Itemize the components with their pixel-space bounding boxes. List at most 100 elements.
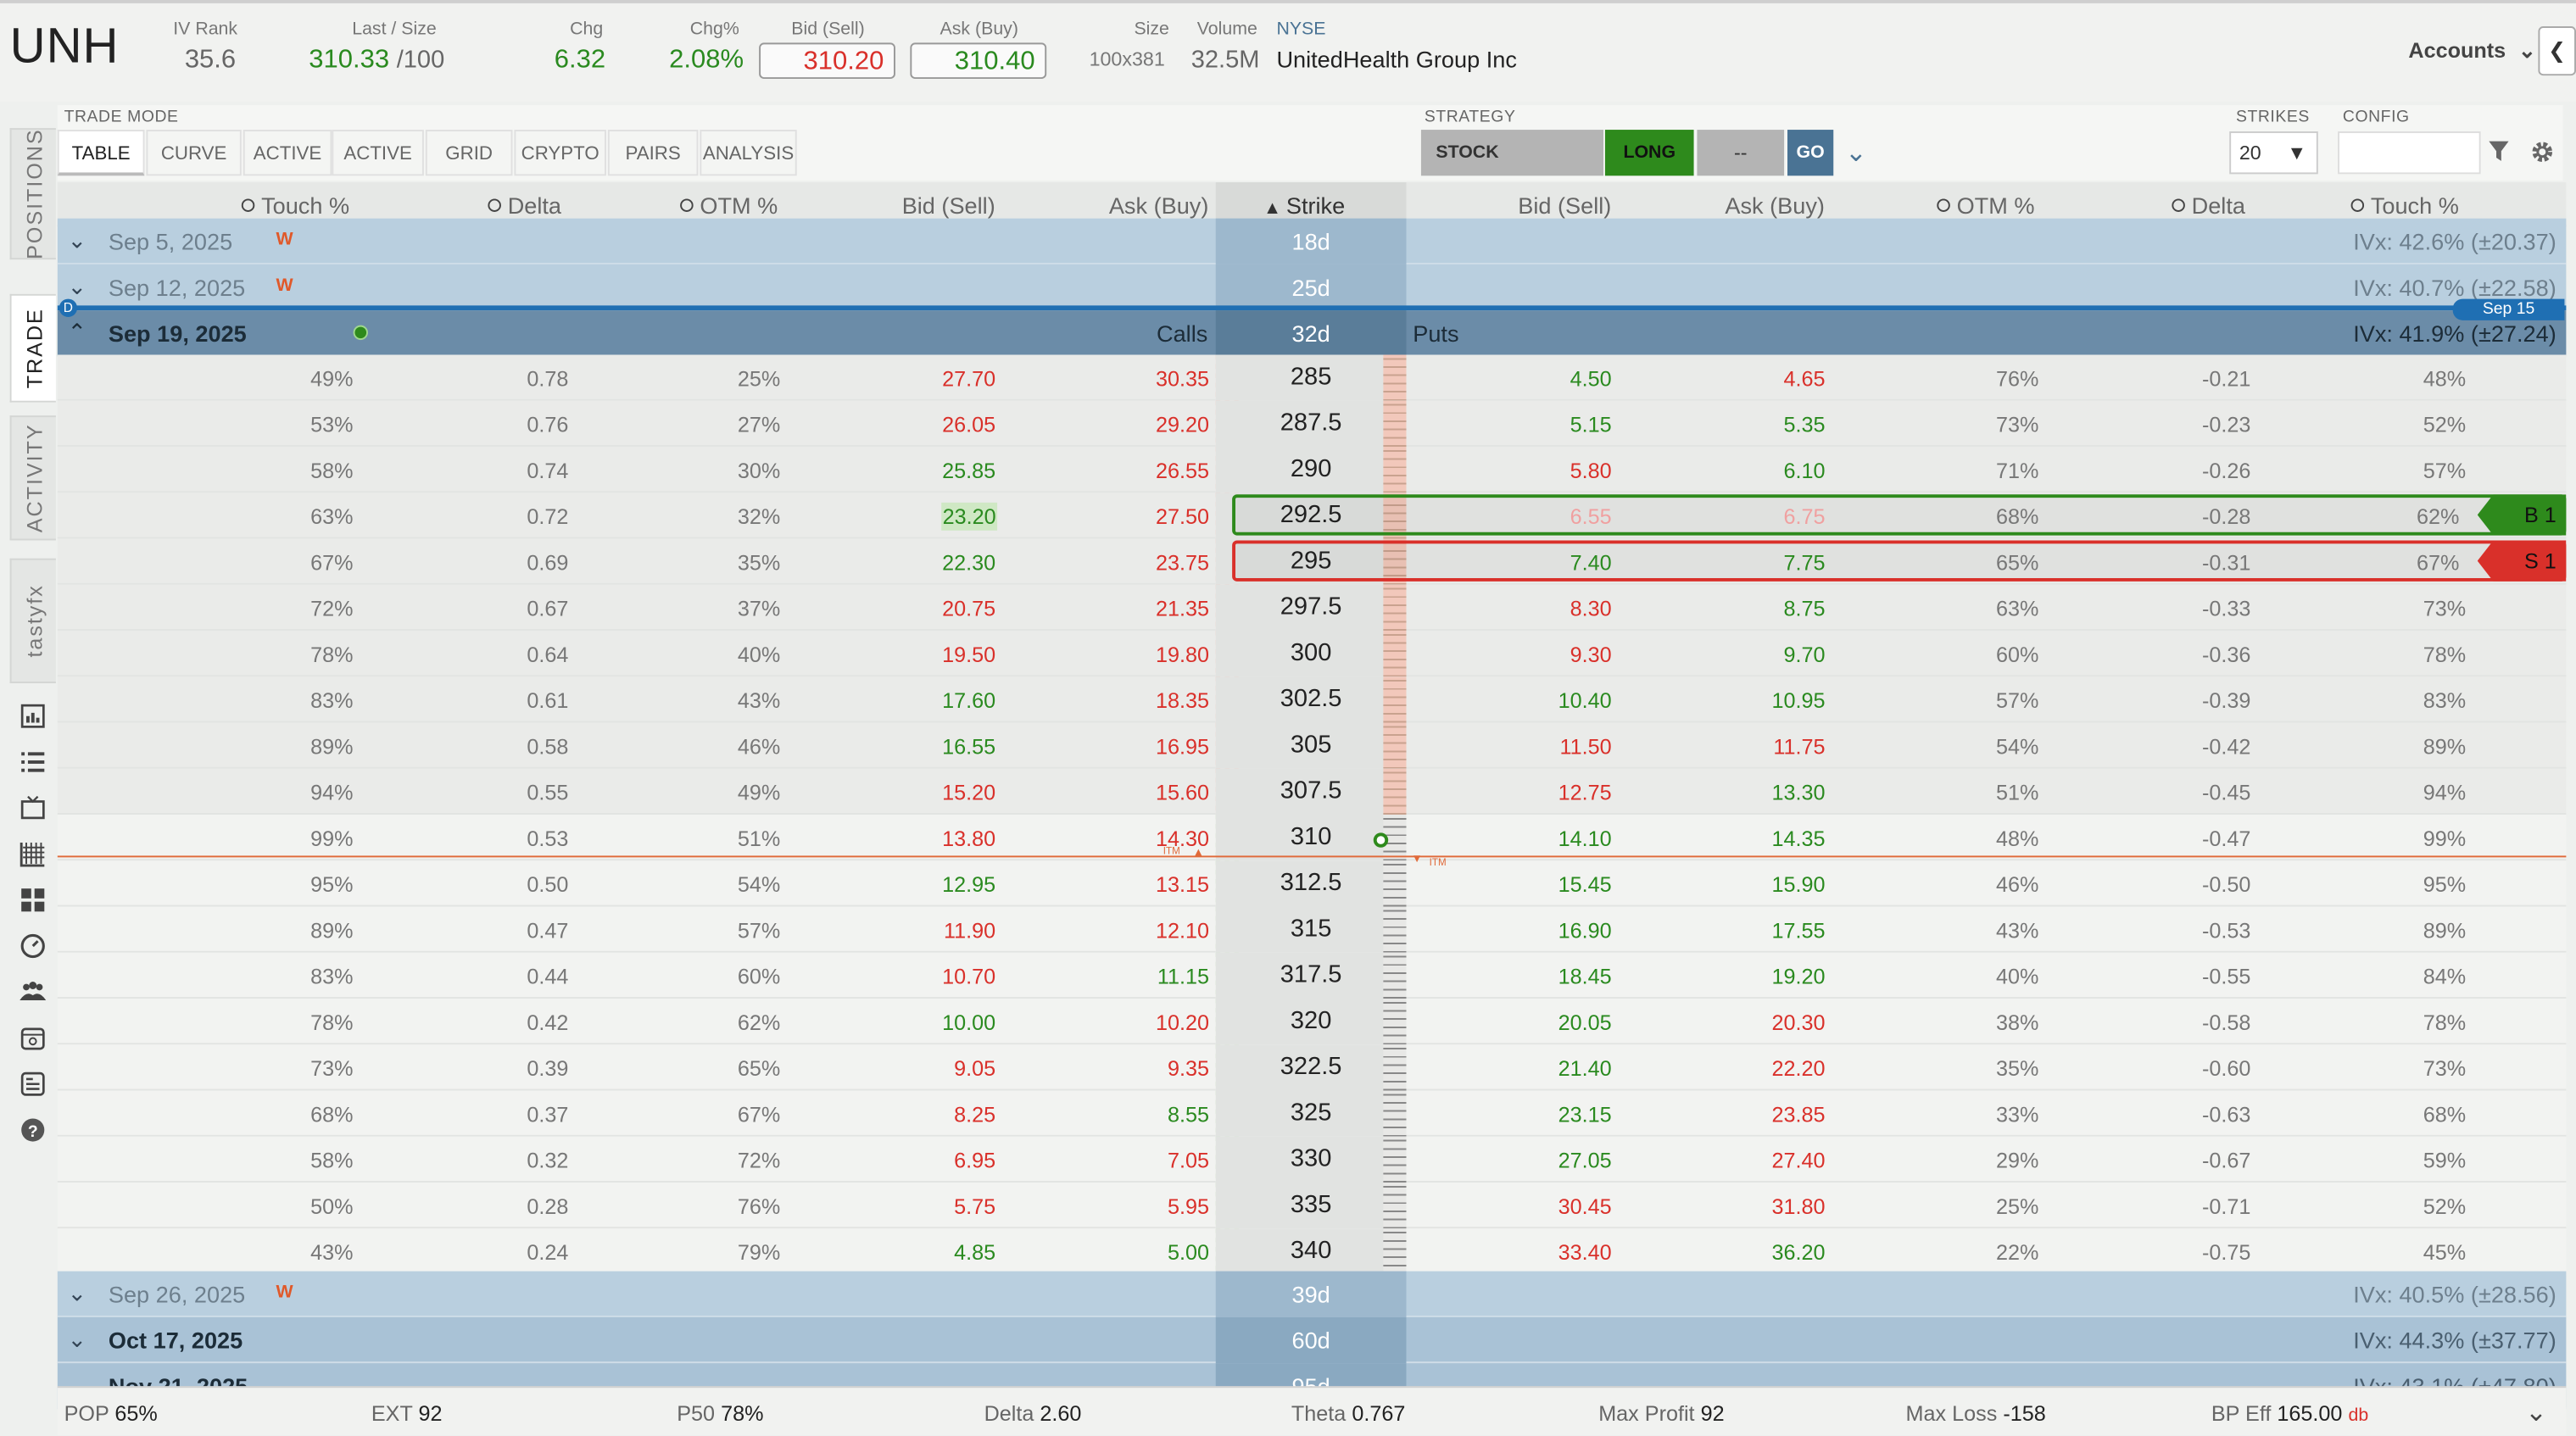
strike-cell[interactable]: 322.5 — [1215, 1044, 1407, 1091]
strategy-variant-select[interactable]: -- — [1697, 130, 1785, 176]
tab-analysis[interactable]: ANALYSIS — [700, 130, 797, 176]
put-ask[interactable]: 9.70 — [1783, 642, 1826, 667]
put-ask[interactable]: 19.20 — [1771, 964, 1826, 989]
strategy-long-toggle[interactable]: LONG — [1604, 130, 1694, 176]
chain-row[interactable]: 302.5 83% 0.61 43% 17.60 18.35 10.40 10.95 57% -0… — [57, 676, 2567, 723]
col-put-ask[interactable]: Ask (Buy) — [1725, 192, 1825, 219]
put-ask[interactable]: 27.40 — [1771, 1148, 1826, 1173]
call-ask[interactable]: 13.15 — [1155, 871, 1209, 897]
list-icon[interactable] — [20, 749, 46, 776]
col-call-delta[interactable]: Delta — [488, 192, 561, 219]
put-ask[interactable]: 11.75 — [1773, 734, 1826, 760]
call-ask[interactable]: 26.55 — [1155, 458, 1209, 483]
tab-crypto[interactable]: CRYPTO — [514, 130, 606, 176]
put-bid[interactable]: 7.40 — [1570, 550, 1612, 576]
call-bid[interactable]: 6.95 — [954, 1148, 996, 1173]
put-bid[interactable]: 27.05 — [1558, 1148, 1612, 1173]
put-bid[interactable]: 18.45 — [1558, 964, 1612, 989]
put-ask[interactable]: 13.30 — [1771, 780, 1826, 805]
call-ask[interactable]: 29.20 — [1155, 412, 1209, 437]
strike-cell[interactable]: 295 — [1215, 538, 1407, 585]
call-bid[interactable]: 26.05 — [942, 412, 996, 437]
chain-row[interactable]: 330 58% 0.32 72% 6.95 7.05 27.05 27.40 29% -0.67 5… — [57, 1136, 2567, 1183]
strike-cell[interactable]: 330 — [1215, 1136, 1407, 1183]
symbol[interactable]: UNH — [9, 19, 120, 75]
chain-row[interactable]: 290 58% 0.74 30% 25.85 26.55 5.80 6.10 71% -0.26 5… — [57, 447, 2567, 493]
call-ask[interactable]: 19.80 — [1155, 642, 1209, 667]
strike-cell[interactable]: 325 — [1215, 1090, 1407, 1137]
put-ask[interactable]: 20.30 — [1771, 1010, 1826, 1035]
call-bid[interactable]: 11.90 — [943, 918, 996, 943]
col-strike[interactable]: ▲ Strike — [1263, 192, 1345, 219]
bid-sell-button[interactable]: 310.20 — [759, 42, 895, 79]
put-bid[interactable]: 30.45 — [1558, 1194, 1612, 1219]
call-ask[interactable]: 11.15 — [1157, 964, 1209, 989]
call-bid[interactable]: 5.75 — [954, 1194, 996, 1219]
call-bid[interactable]: 25.85 — [942, 458, 996, 483]
put-ask[interactable]: 5.35 — [1783, 412, 1826, 437]
strike-cell[interactable]: 287.5 — [1215, 400, 1407, 447]
chain-row[interactable]: 297.5 72% 0.67 37% 20.75 21.35 8.30 8.75 63% -0.3… — [57, 584, 2567, 631]
chain-row[interactable]: 340 43% 0.24 79% 4.85 5.00 33.40 36.20 22% -0.75 4… — [57, 1228, 2567, 1275]
call-bid[interactable]: 22.30 — [942, 550, 996, 576]
collapse-panel-button[interactable]: ❮ — [2538, 26, 2576, 76]
put-bid[interactable]: 15.45 — [1558, 871, 1612, 897]
col-call-otm[interactable]: OTM % — [680, 192, 778, 219]
accounts-menu[interactable]: Accounts ⌄ — [2408, 38, 2536, 64]
put-bid[interactable]: 11.50 — [1559, 734, 1612, 760]
call-ask[interactable]: 27.50 — [1155, 504, 1209, 529]
put-ask[interactable]: 22.20 — [1771, 1055, 1826, 1081]
chain-row[interactable]: 287.5 53% 0.76 27% 26.05 29.20 5.15 5.35 73% -0.2… — [57, 400, 2567, 447]
chain-row[interactable]: 307.5 94% 0.55 49% 15.20 15.60 12.75 13.30 51% -0… — [57, 768, 2567, 815]
ask-buy-button[interactable]: 310.40 — [910, 42, 1047, 79]
call-ask[interactable]: 23.75 — [1155, 550, 1209, 576]
tab-curve[interactable]: CURVE — [146, 130, 242, 176]
strike-cell[interactable]: 290 — [1215, 447, 1407, 493]
strike-cell[interactable]: 317.5 — [1215, 952, 1407, 999]
chain-row[interactable]: 300 78% 0.64 40% 19.50 19.80 9.30 9.70 60% -0.36 7… — [57, 631, 2567, 677]
strike-cell[interactable]: 292.5 — [1215, 493, 1407, 539]
col-put-touch[interactable]: Touch % — [2350, 192, 2459, 219]
put-bid[interactable]: 21.40 — [1558, 1055, 1612, 1081]
put-bid[interactable]: 5.15 — [1570, 412, 1612, 437]
strikes-select[interactable]: 20 ▼ — [2229, 131, 2318, 175]
call-bid[interactable]: 10.70 — [942, 964, 996, 989]
call-bid[interactable]: 4.85 — [954, 1239, 996, 1265]
call-bid[interactable]: 8.25 — [954, 1102, 996, 1127]
col-call-bid[interactable]: Bid (Sell) — [901, 192, 995, 219]
expiration-row[interactable]: ⌄ Sep 26, 2025 W 39d IVx: 40.5% (±28.56) — [57, 1271, 2567, 1317]
put-ask[interactable]: 14.35 — [1771, 826, 1826, 851]
expiration-row[interactable]: ⌄ Sep 5, 2025 W 18d IVx: 42.6% (±20.37) — [57, 218, 2567, 264]
call-ask[interactable]: 10.20 — [1155, 1010, 1209, 1035]
strike-cell[interactable]: 302.5 — [1215, 676, 1407, 723]
col-call-touch[interactable]: Touch % — [241, 192, 349, 219]
call-bid[interactable]: 23.20 — [941, 502, 998, 531]
put-bid[interactable]: 6.55 — [1570, 504, 1612, 529]
put-bid[interactable]: 9.30 — [1570, 642, 1612, 667]
strike-cell[interactable]: 335 — [1215, 1183, 1407, 1229]
rail-tab-activity[interactable]: ACTIVITY — [9, 415, 56, 541]
call-bid[interactable]: 20.75 — [942, 596, 996, 621]
rail-tab-trade[interactable]: TRADE — [9, 293, 56, 403]
chevron-down-icon[interactable]: ⌄ — [67, 226, 87, 253]
put-bid[interactable]: 20.05 — [1558, 1010, 1612, 1035]
call-ask[interactable]: 12.10 — [1155, 918, 1209, 943]
strike-cell[interactable]: 315 — [1215, 906, 1407, 953]
chain-row[interactable]: 317.5 83% 0.44 60% 10.70 11.15 18.45 19.20 40% -0… — [57, 952, 2567, 999]
call-ask[interactable]: 16.95 — [1155, 734, 1209, 760]
tab-active[interactable]: ACTIVE — [243, 130, 332, 176]
strike-cell[interactable]: 300 — [1215, 631, 1407, 677]
buy-leg-tag[interactable]: B 1 — [2477, 494, 2567, 536]
filter-icon[interactable] — [2487, 140, 2510, 163]
put-ask[interactable]: 7.75 — [1783, 550, 1826, 576]
call-bid[interactable]: 12.95 — [942, 871, 996, 897]
call-ask[interactable]: 5.95 — [1167, 1194, 1209, 1219]
call-ask[interactable]: 18.35 — [1155, 687, 1209, 713]
sell-leg-highlight[interactable] — [1232, 540, 2567, 582]
tab-active-v2[interactable]: ACTIVE V2 — [332, 130, 424, 210]
put-ask[interactable]: 4.65 — [1783, 366, 1826, 392]
chevron-down-icon[interactable]: ⌄ — [1844, 139, 1867, 168]
call-ask[interactable]: 30.35 — [1155, 366, 1209, 392]
chain-row[interactable]: 322.5 73% 0.39 65% 9.05 9.35 21.40 22.20 35% -0.6… — [57, 1044, 2567, 1091]
news-icon[interactable] — [20, 1071, 46, 1097]
